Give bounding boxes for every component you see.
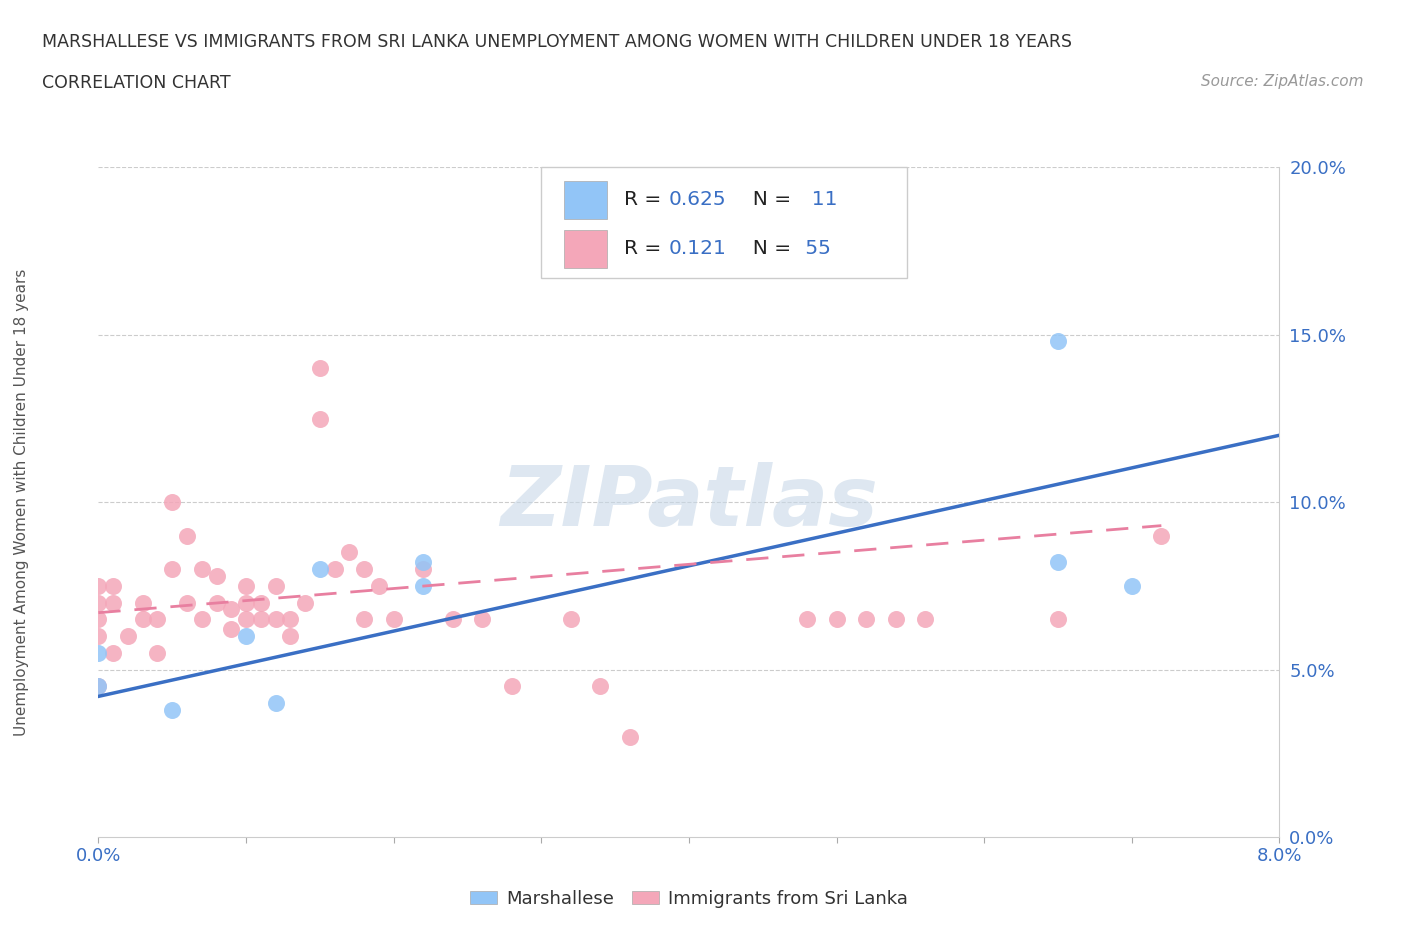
Point xyxy=(235,595,257,610)
FancyBboxPatch shape xyxy=(564,180,607,219)
Point xyxy=(412,578,434,593)
Point xyxy=(205,595,228,610)
Point xyxy=(176,595,198,610)
Point xyxy=(308,361,332,376)
Point xyxy=(796,612,818,627)
Point xyxy=(162,562,183,577)
Point xyxy=(132,612,155,627)
Point xyxy=(278,612,301,627)
Point xyxy=(87,629,110,644)
Point xyxy=(103,595,124,610)
Text: CORRELATION CHART: CORRELATION CHART xyxy=(42,74,231,92)
Point xyxy=(87,578,110,593)
Point xyxy=(146,645,169,660)
Point xyxy=(176,528,198,543)
Text: 11: 11 xyxy=(799,191,838,209)
Point xyxy=(1046,334,1069,349)
Point xyxy=(501,679,523,694)
Point xyxy=(353,612,375,627)
Legend: Marshallese, Immigrants from Sri Lanka: Marshallese, Immigrants from Sri Lanka xyxy=(463,883,915,915)
Text: ZIPatlas: ZIPatlas xyxy=(501,461,877,543)
Point xyxy=(560,612,582,627)
Point xyxy=(235,629,257,644)
Point xyxy=(294,595,316,610)
Point xyxy=(589,679,612,694)
Point xyxy=(308,411,332,426)
Point xyxy=(235,612,257,627)
Point xyxy=(337,545,360,560)
Point xyxy=(219,622,242,637)
Point xyxy=(191,612,214,627)
Text: Unemployment Among Women with Children Under 18 years: Unemployment Among Women with Children U… xyxy=(14,269,28,736)
Text: 55: 55 xyxy=(799,239,831,259)
Point xyxy=(353,562,375,577)
Point xyxy=(132,595,155,610)
Text: 0.121: 0.121 xyxy=(669,239,727,259)
Point xyxy=(884,612,907,627)
Point xyxy=(205,568,228,583)
Text: N =: N = xyxy=(740,191,790,209)
Text: R =: R = xyxy=(624,239,673,259)
FancyBboxPatch shape xyxy=(564,230,607,268)
Point xyxy=(103,578,124,593)
Point xyxy=(146,612,169,627)
Point xyxy=(1046,555,1069,570)
Point xyxy=(1121,578,1143,593)
Point xyxy=(264,578,287,593)
Point xyxy=(1046,612,1069,627)
Point xyxy=(87,595,110,610)
Point xyxy=(278,629,301,644)
Point xyxy=(1150,528,1173,543)
Point xyxy=(441,612,464,627)
Point xyxy=(235,578,257,593)
Point xyxy=(264,696,287,711)
Point xyxy=(250,595,273,610)
Text: Source: ZipAtlas.com: Source: ZipAtlas.com xyxy=(1201,74,1364,89)
Point xyxy=(250,612,273,627)
Text: R =: R = xyxy=(624,191,668,209)
Point xyxy=(117,629,139,644)
Point xyxy=(825,612,848,627)
Point xyxy=(219,602,242,617)
Point xyxy=(471,612,494,627)
Text: 0.625: 0.625 xyxy=(669,191,727,209)
Point xyxy=(87,679,110,694)
Text: N =: N = xyxy=(740,239,790,259)
Point xyxy=(855,612,877,627)
Point xyxy=(308,562,332,577)
Point xyxy=(162,495,183,510)
Point xyxy=(412,555,434,570)
Text: MARSHALLESE VS IMMIGRANTS FROM SRI LANKA UNEMPLOYMENT AMONG WOMEN WITH CHILDREN : MARSHALLESE VS IMMIGRANTS FROM SRI LANKA… xyxy=(42,33,1073,50)
Point xyxy=(87,612,110,627)
Point xyxy=(87,645,110,660)
Point xyxy=(191,562,214,577)
Point xyxy=(162,702,183,717)
Point xyxy=(619,729,641,744)
Point xyxy=(367,578,389,593)
Point xyxy=(264,612,287,627)
Point xyxy=(382,612,405,627)
Point xyxy=(103,645,124,660)
Point xyxy=(87,679,110,694)
Point xyxy=(323,562,346,577)
Point xyxy=(412,562,434,577)
Point xyxy=(914,612,936,627)
FancyBboxPatch shape xyxy=(541,167,907,278)
